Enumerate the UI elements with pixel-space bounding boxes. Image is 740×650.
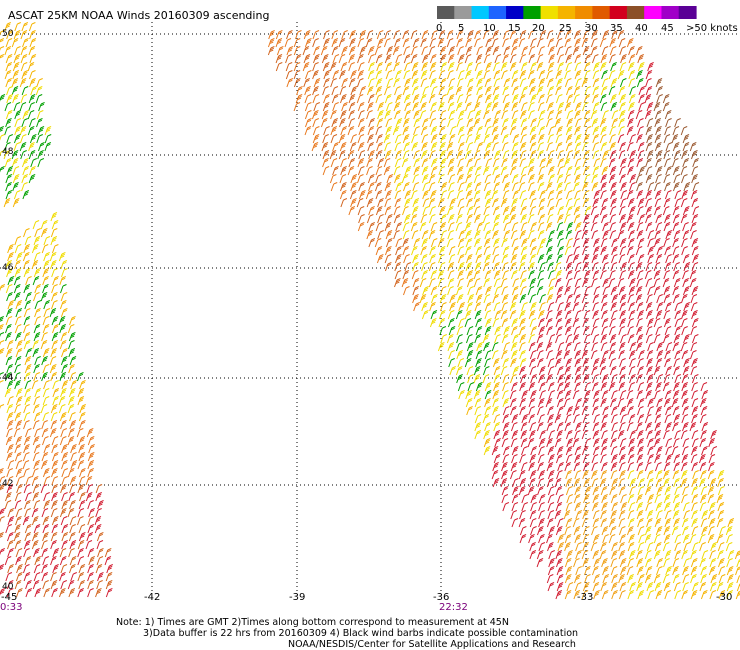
legend-swatch bbox=[575, 6, 593, 19]
legend-label-15: 15 bbox=[508, 23, 521, 34]
legend-label-10: 10 bbox=[483, 23, 496, 34]
legend-swatch bbox=[644, 6, 663, 19]
legend-color-bar bbox=[437, 6, 697, 19]
lon-label-42: -42 bbox=[144, 592, 160, 603]
legend-swatch bbox=[471, 6, 490, 19]
legend-swatch bbox=[488, 6, 507, 19]
map-title: ASCAT 25KM NOAA Winds 20160309 ascending bbox=[8, 9, 269, 22]
lat-label-48: 48 bbox=[2, 147, 14, 157]
legend-swatch bbox=[437, 6, 455, 19]
latitude-labels: 50 48 46 44 42 40 bbox=[2, 29, 14, 592]
lat-label-42: 42 bbox=[2, 479, 13, 489]
legend-swatch bbox=[557, 6, 576, 19]
legend-label-40: 40 bbox=[635, 23, 648, 34]
lon-label-45: -45 bbox=[1, 592, 17, 603]
wind-barbs bbox=[0, 22, 740, 600]
note-line-2: 3)Data buffer is 22 hrs from 20160309 4)… bbox=[143, 628, 578, 639]
legend-swatch bbox=[454, 6, 473, 19]
legend-label-5: 5 bbox=[458, 23, 464, 34]
legend-label-0: 0 bbox=[436, 23, 442, 34]
pass-time-center: 22:32 bbox=[439, 602, 468, 613]
legend-swatch bbox=[609, 6, 628, 19]
lat-label-44: 44 bbox=[2, 373, 14, 383]
legend-label-25: 25 bbox=[559, 23, 572, 34]
lon-label-30: -30 bbox=[716, 592, 732, 603]
legend-labels: 0 5 10 15 20 25 30 35 40 45 >50 knots bbox=[436, 23, 738, 34]
legend-swatch bbox=[661, 6, 680, 19]
legend-label-45: 45 bbox=[661, 23, 674, 34]
pass-time-left: 0:33 bbox=[0, 602, 22, 613]
legend-swatch bbox=[523, 6, 542, 19]
legend-label-50: >50 knots bbox=[686, 23, 738, 34]
note-line-1: Note: 1) Times are GMT 2)Times along bot… bbox=[116, 617, 509, 628]
legend-swatch bbox=[540, 6, 559, 19]
legend-swatch bbox=[626, 6, 645, 19]
wind-speed-legend: 0 5 10 15 20 25 30 35 40 45 >50 knots bbox=[436, 6, 738, 34]
lon-label-33: -33 bbox=[577, 592, 593, 603]
note-line-3: NOAA/NESDIS/Center for Satellite Applica… bbox=[288, 639, 576, 650]
lon-label-36: -36 bbox=[433, 592, 449, 603]
longitude-labels: -45 -42 -39 -36 -33 -30 bbox=[1, 592, 732, 603]
legend-swatch bbox=[678, 6, 697, 19]
legend-label-20: 20 bbox=[532, 23, 545, 34]
lat-lon-grid bbox=[0, 22, 740, 592]
legend-swatch bbox=[592, 6, 611, 19]
legend-label-30: 30 bbox=[585, 23, 598, 34]
lon-label-39: -39 bbox=[289, 592, 305, 603]
legend-label-35: 35 bbox=[610, 23, 623, 34]
lat-label-46: 46 bbox=[2, 263, 14, 273]
lat-label-50: 50 bbox=[2, 29, 14, 39]
legend-swatch bbox=[506, 6, 524, 19]
lat-label-40: 40 bbox=[2, 582, 14, 592]
